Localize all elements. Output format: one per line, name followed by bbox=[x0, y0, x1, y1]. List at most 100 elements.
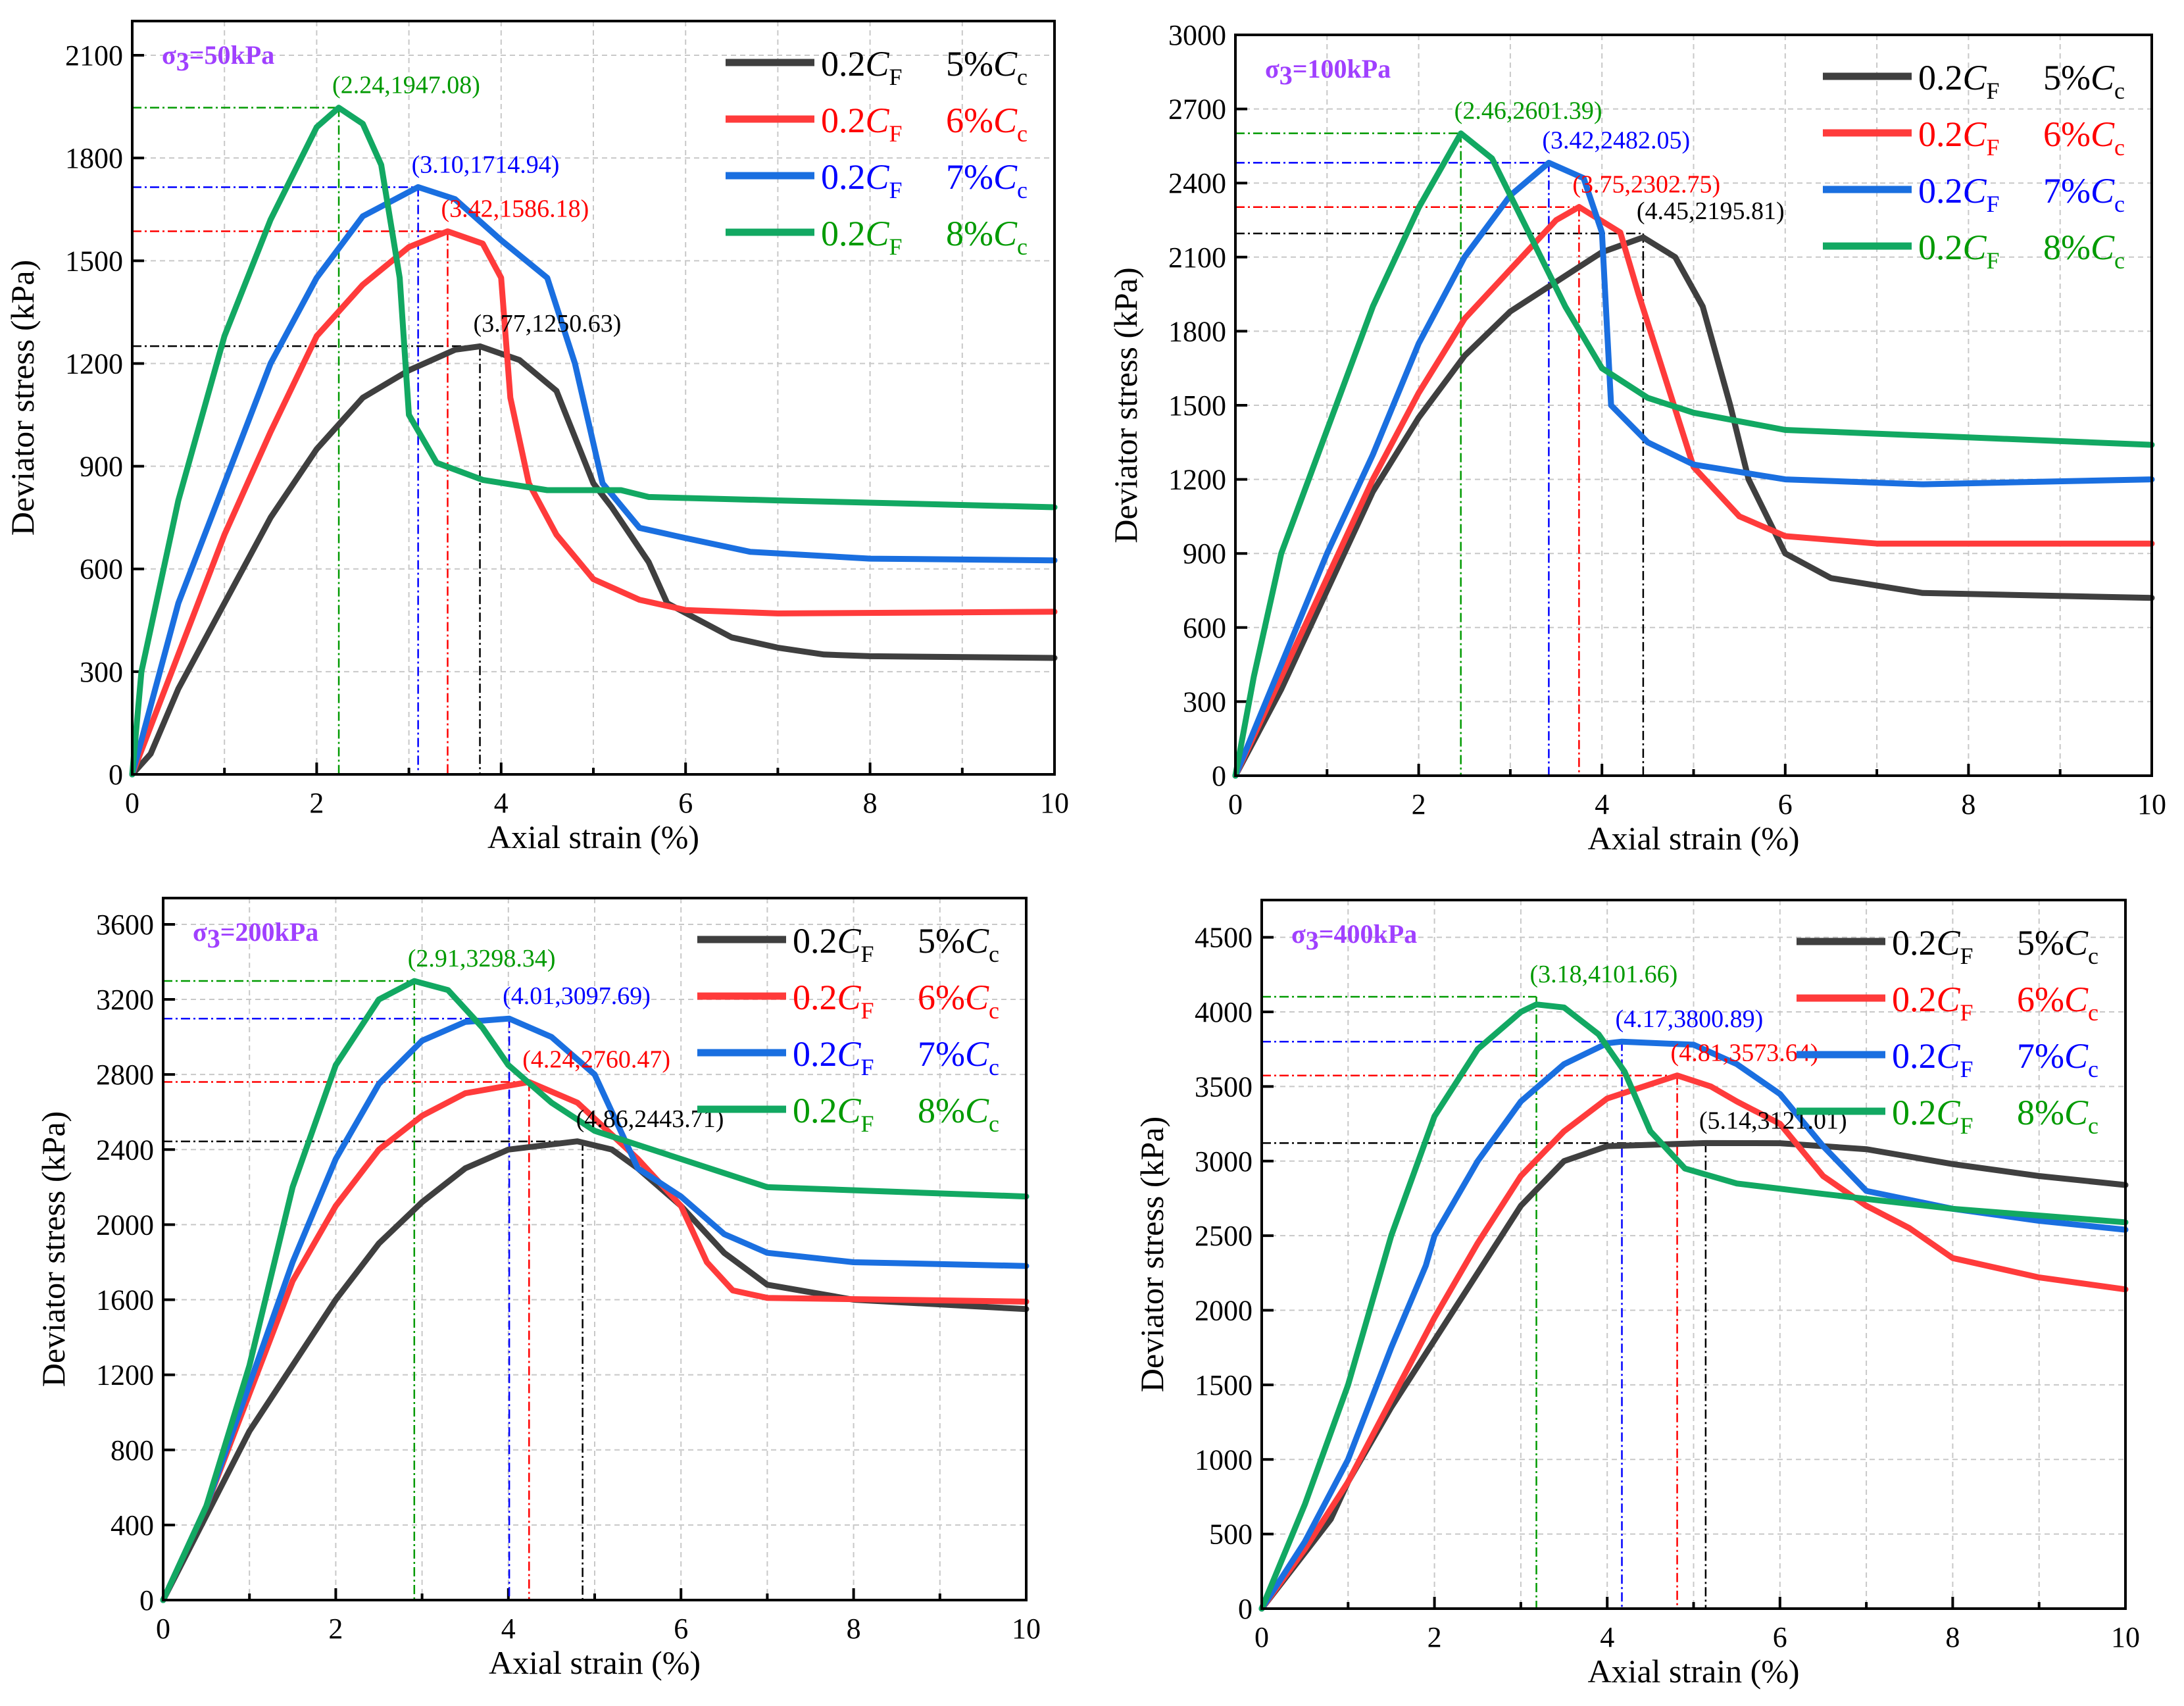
legend-subscript: c bbox=[1017, 120, 1028, 147]
legend-subscript: c bbox=[2088, 1113, 2098, 1139]
legend-label-cement: 8%Cc bbox=[2017, 1093, 2098, 1139]
legend-symbol: C bbox=[1963, 114, 1987, 154]
legend-symbol: C bbox=[965, 1034, 989, 1074]
y-tick-label: 2700 bbox=[1168, 93, 1226, 126]
legend-subscript: F bbox=[889, 120, 903, 147]
legend-label-fiber: 0.2CF bbox=[821, 101, 903, 147]
y-tick-label: 800 bbox=[111, 1434, 154, 1467]
legend-symbol: C bbox=[1937, 1093, 1961, 1132]
legend-subscript: c bbox=[989, 941, 999, 967]
y-tick-label: 3000 bbox=[1195, 1145, 1253, 1178]
series-line-5pct bbox=[129, 343, 1058, 778]
legend-subscript: c bbox=[2114, 134, 2125, 161]
series-line-6pct bbox=[160, 1079, 1030, 1603]
legend-label-fiber: 0.2CF bbox=[821, 214, 903, 260]
legend-item: 0.2CF 5%Cc bbox=[726, 44, 1028, 90]
legend-subscript: F bbox=[889, 64, 903, 90]
legend-item: 0.2CF 8%Cc bbox=[726, 214, 1028, 260]
x-tick-label: 2 bbox=[1412, 788, 1426, 820]
series-line-6pct bbox=[1258, 1072, 2129, 1612]
legend: 0.2CF 5%Cc0.2CF 6%Cc0.2CF 7%Cc0.2CF 8%Cc bbox=[726, 44, 1028, 260]
legend-symbol: C bbox=[2064, 980, 2089, 1019]
series-line-7pct bbox=[1232, 159, 2155, 779]
x-tick-label: 2 bbox=[1427, 1621, 1442, 1653]
legend-subscript: F bbox=[1960, 1056, 1973, 1082]
legend-subscript: F bbox=[1987, 78, 2000, 104]
y-tick-label: 600 bbox=[80, 553, 123, 586]
legend-cement-ratio: 7% bbox=[946, 157, 993, 197]
legend-item: 0.2CF 6%Cc bbox=[1797, 980, 2098, 1026]
legend-subscript: F bbox=[889, 177, 903, 203]
legend-symbol: C bbox=[993, 44, 1018, 84]
legend-subscript: F bbox=[1987, 134, 2000, 161]
legend-label-cement: 7%Cc bbox=[2017, 1036, 2098, 1082]
legend-subscript: c bbox=[2088, 999, 2098, 1026]
legend-symbol: C bbox=[993, 157, 1018, 197]
legend-item: 0.2 C F 7%Cc bbox=[1797, 1036, 2098, 1082]
legend-fiber-ratio: 0.2 bbox=[821, 214, 866, 253]
legend-symbol: C bbox=[837, 1034, 862, 1074]
legend-subscript: F bbox=[861, 1111, 874, 1137]
y-tick-label: 900 bbox=[1183, 538, 1226, 570]
legend-label-fiber: 0.2CF bbox=[793, 1091, 874, 1137]
legend-symbol: C bbox=[1937, 980, 1961, 1019]
peak-label: (2.91,3298.34) bbox=[408, 945, 556, 972]
x-axis-label: Axial strain (%) bbox=[1587, 820, 1799, 857]
legend-subscript: c bbox=[2114, 78, 2125, 104]
peak-label: (3.75,2302.75) bbox=[1572, 171, 1720, 199]
x-axis-label: Axial strain (%) bbox=[487, 818, 699, 855]
legend-fiber-ratio: 0.2 bbox=[1918, 171, 1963, 211]
x-tick-label: 2 bbox=[328, 1613, 343, 1645]
y-tick-label: 2800 bbox=[96, 1059, 154, 1091]
legend-cement-ratio: 8% bbox=[2043, 228, 2091, 267]
legend-symbol: C bbox=[1937, 923, 1961, 963]
legend: 0.2CF 5%Cc0.2CF 6%Cc0.2CF 7%Cc0.2CF 8%Cc bbox=[1797, 923, 2098, 1139]
plot-frame bbox=[1260, 899, 2127, 1610]
series-line-8pct bbox=[160, 978, 1030, 1603]
peak-label: (4.24,2760.47) bbox=[522, 1045, 670, 1073]
legend-subscript: F bbox=[1960, 1113, 1973, 1139]
legend-symbol: C bbox=[866, 157, 890, 197]
x-tick-label: 2 bbox=[309, 787, 324, 819]
y-tick-label: 3000 bbox=[1168, 19, 1226, 51]
legend-fiber-ratio: 0.2 bbox=[1892, 1093, 1937, 1132]
legend-fiber-ratio: 0.2 bbox=[1892, 923, 1937, 963]
y-tick-label: 3500 bbox=[1195, 1070, 1253, 1103]
y-tick-label: 1000 bbox=[1195, 1443, 1253, 1476]
subplot-2: 0 2 4 6 8 10 0 300 600 900 1200 1500 1800 2100 2400 270… bbox=[1107, 19, 2166, 857]
legend-label-cement: 6%Cc bbox=[2017, 980, 2098, 1026]
y-tick-label: 1200 bbox=[1168, 464, 1226, 496]
legend-item: 0.2CF 5%Cc bbox=[1823, 58, 2125, 104]
x-tick-label: 8 bbox=[863, 787, 878, 819]
legend-symbol: C bbox=[2091, 228, 2115, 267]
peak-label: (3.42,1586.18) bbox=[441, 195, 589, 222]
peak-label: (4.17,3800.89) bbox=[1616, 1005, 1764, 1033]
y-tick-label: 2100 bbox=[1168, 241, 1226, 274]
series-line-7pct bbox=[160, 1015, 1030, 1603]
legend-symbol: C bbox=[866, 101, 890, 140]
legend-symbol: C bbox=[1963, 171, 1987, 211]
legend-symbol: C bbox=[1963, 228, 1987, 267]
peak-label: (4.81,3573.64) bbox=[1671, 1040, 1819, 1067]
legend-cement-ratio: 6% bbox=[946, 101, 993, 140]
x-tick-label: 6 bbox=[1778, 788, 1793, 820]
legend-label-cement: 5%Cc bbox=[2017, 923, 2098, 969]
legend-symbol: C bbox=[2064, 1036, 2089, 1076]
x-tick-label: 0 bbox=[1228, 788, 1243, 820]
legend-label-fiber: 0.2CF bbox=[821, 44, 903, 90]
x-tick-label: 4 bbox=[501, 1613, 516, 1645]
legend-fiber-ratio: 0.2 bbox=[821, 157, 866, 197]
legend-fiber-ratio: 0.2 bbox=[1892, 1036, 1937, 1076]
legend-label-fiber: 0.2CF bbox=[1892, 923, 1973, 969]
legend-fiber-ratio: 0.2 bbox=[793, 1091, 837, 1130]
legend-item: 0.2CF 6%Cc bbox=[726, 101, 1028, 147]
y-tick-label: 3600 bbox=[96, 909, 154, 941]
legend-item: 0.2CF 6%Cc bbox=[697, 978, 999, 1024]
peak-label: (2.46,2601.39) bbox=[1454, 97, 1602, 125]
subplot-4: 0 2 4 6 8 10 0 500 1000 1500 2000 2500 3000 3500 4000 4… bbox=[1133, 899, 2140, 1690]
legend-cement-ratio: 5% bbox=[2017, 923, 2064, 963]
legend-label-fiber: 0.2CF bbox=[793, 1034, 874, 1080]
legend-fiber-ratio: 0.2 bbox=[1892, 980, 1937, 1019]
legend-cement-ratio: 8% bbox=[918, 1091, 965, 1130]
legend-symbol: C bbox=[993, 101, 1018, 140]
